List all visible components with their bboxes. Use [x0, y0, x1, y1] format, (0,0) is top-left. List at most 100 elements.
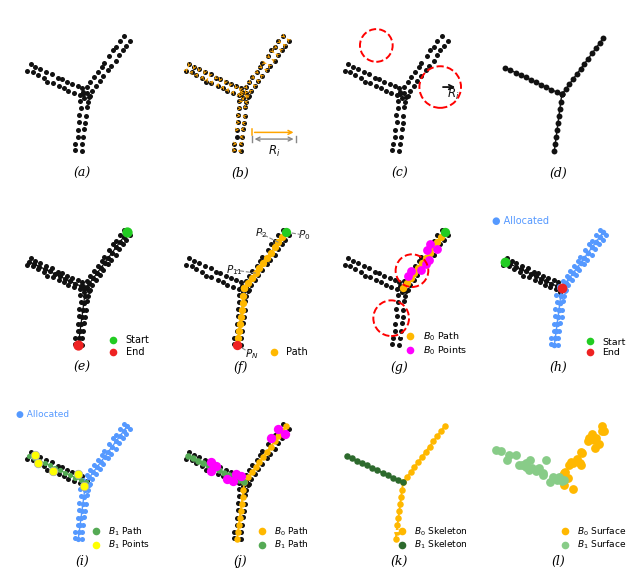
Point [568, 459, 579, 468]
Point [388, 139, 398, 148]
Point [115, 37, 125, 46]
Point [281, 421, 291, 430]
Point [234, 326, 244, 335]
Point [402, 279, 412, 288]
Point [273, 231, 284, 240]
Point [284, 36, 294, 45]
Point [531, 77, 541, 87]
Point [398, 478, 408, 487]
Point [78, 281, 88, 290]
Point [41, 455, 51, 464]
Point [551, 326, 561, 335]
Point [233, 528, 243, 537]
Point [532, 268, 543, 277]
Point [266, 239, 276, 249]
Point [47, 466, 58, 475]
Point [231, 470, 241, 479]
Point [73, 513, 83, 522]
Point [181, 66, 191, 75]
Point [371, 275, 381, 284]
Point [93, 455, 103, 464]
Point [107, 442, 117, 451]
Point [390, 326, 401, 335]
Point [79, 319, 90, 328]
Point [240, 296, 250, 305]
Point [73, 340, 83, 350]
Point [273, 425, 284, 434]
Point [85, 272, 95, 281]
Point [33, 459, 43, 468]
Point [549, 146, 559, 156]
Point [273, 425, 284, 434]
Point [233, 506, 243, 515]
Point [72, 82, 83, 91]
Point [118, 46, 128, 55]
Point [492, 446, 502, 455]
Point [595, 232, 605, 242]
Point [111, 437, 121, 446]
Point [79, 513, 90, 522]
Point [563, 474, 573, 483]
Point [413, 263, 423, 273]
Point [557, 90, 567, 99]
Point [551, 290, 561, 300]
Point [582, 255, 593, 265]
Point [75, 478, 85, 487]
Point [365, 78, 375, 87]
Point [391, 305, 401, 314]
Point [428, 243, 438, 252]
Point [38, 73, 49, 83]
Point [74, 333, 84, 343]
Point [81, 284, 91, 293]
Point [254, 263, 264, 273]
Point [76, 513, 86, 522]
Point [38, 461, 49, 471]
Point [596, 426, 607, 436]
Point [247, 468, 257, 477]
Point [575, 252, 585, 261]
Point [262, 66, 272, 75]
Point [118, 434, 128, 443]
Point [440, 227, 450, 236]
Point [228, 477, 238, 486]
Point [97, 256, 107, 265]
Point [280, 429, 291, 439]
Point [415, 266, 426, 275]
Point [560, 468, 570, 477]
Point [399, 296, 409, 305]
Point [560, 287, 570, 296]
Point [516, 71, 526, 80]
Point [85, 77, 95, 87]
Point [511, 259, 522, 268]
Point [252, 455, 262, 464]
Point [399, 276, 410, 285]
Point [504, 262, 514, 271]
Point [415, 72, 426, 81]
Point [273, 238, 284, 247]
Point [194, 65, 204, 74]
Point [22, 66, 33, 75]
Text: (k): (k) [390, 555, 408, 568]
Point [348, 257, 358, 266]
Text: $P_0$: $P_0$ [298, 228, 310, 242]
Point [232, 499, 243, 508]
Point [52, 267, 63, 276]
Point [76, 298, 86, 307]
Point [257, 266, 267, 275]
Point [77, 472, 87, 481]
Point [222, 87, 232, 96]
Point [87, 87, 97, 96]
Point [74, 312, 84, 321]
Point [406, 72, 416, 82]
Point [506, 259, 516, 269]
Legend: Start, End: Start, End [102, 335, 150, 358]
Point [420, 253, 431, 262]
Text: ● Allocated: ● Allocated [492, 216, 548, 226]
Point [108, 45, 118, 55]
Point [398, 284, 408, 293]
Point [239, 500, 250, 509]
Point [70, 473, 81, 482]
Text: (f): (f) [234, 361, 248, 374]
Point [390, 319, 401, 328]
Point [111, 42, 122, 52]
